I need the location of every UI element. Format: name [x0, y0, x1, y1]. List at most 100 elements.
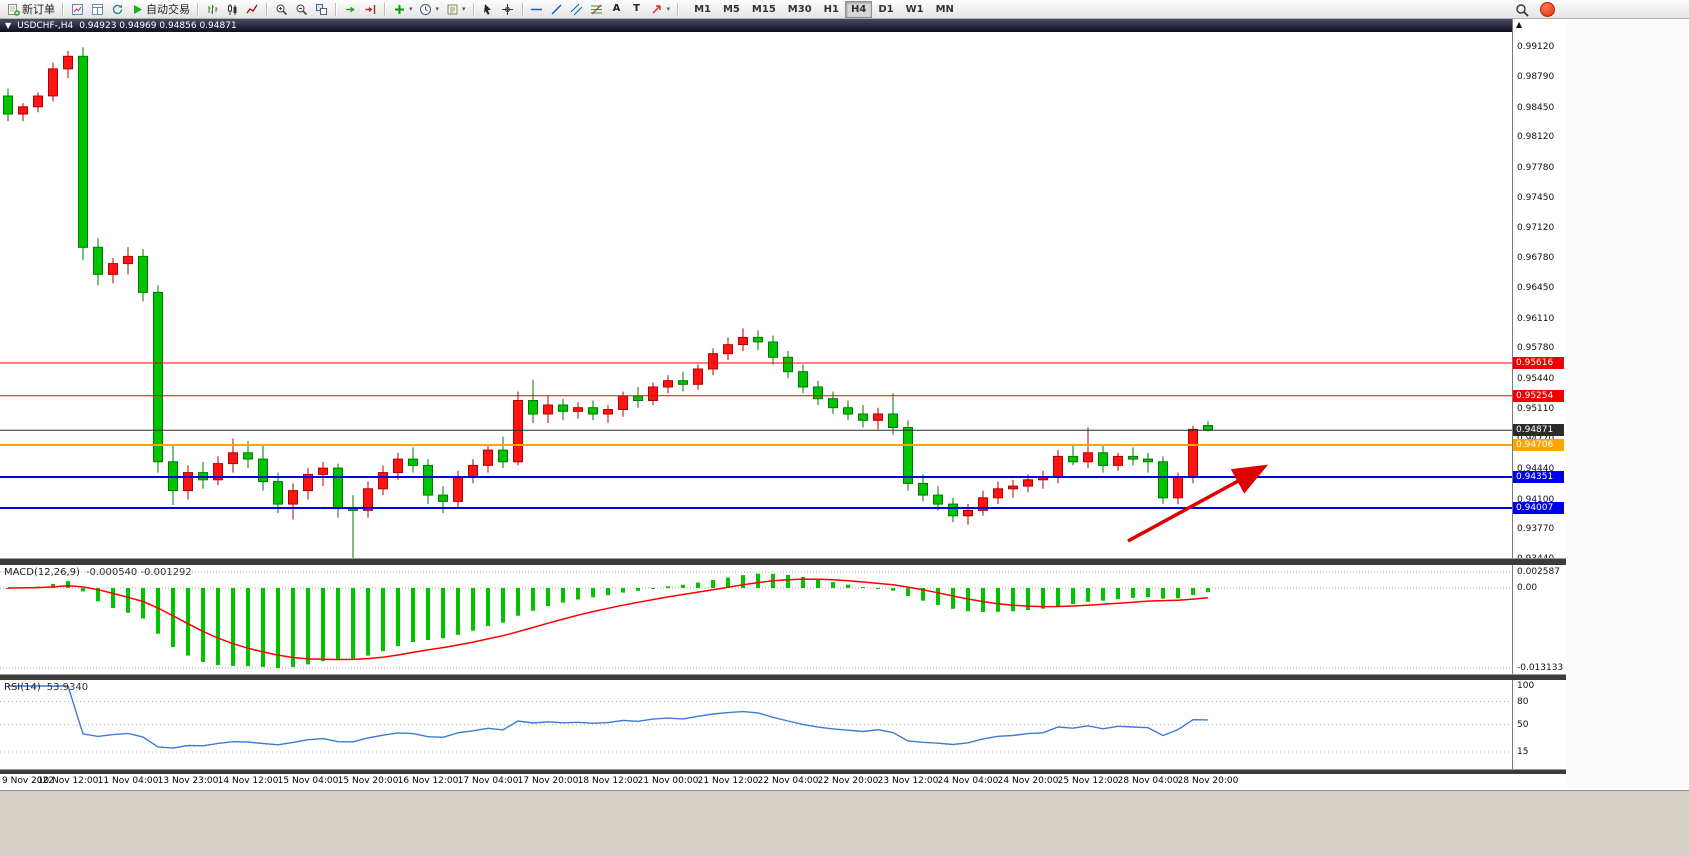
macd-histogram-bar	[66, 581, 70, 588]
panel-separator-1[interactable]	[0, 558, 1566, 565]
macd-histogram-bar	[636, 588, 640, 591]
data-window-button[interactable]	[87, 1, 107, 18]
text-label-button[interactable]: T	[627, 1, 647, 18]
candle-body	[873, 413, 883, 421]
timeframe-button-W1[interactable]: W1	[900, 1, 930, 18]
time-axis[interactable]: 9 Nov 2022 10 Nov 12:00 11 Nov 04:00 13 Nov…	[0, 773, 1566, 790]
macd-histogram-bar	[1146, 588, 1150, 597]
time-axis-label: 15 Nov 04:00	[277, 776, 339, 786]
candle-body	[48, 68, 58, 97]
equidistant-channel-button[interactable]	[567, 1, 587, 18]
autotrading-button[interactable]: 自动交易	[127, 1, 193, 18]
price-axis-label: 0.96780	[1517, 253, 1555, 263]
line-chart-button[interactable]	[242, 1, 262, 18]
chevron-down-icon: ▾	[462, 5, 466, 13]
rsi-label: RSI(14) 53.9340	[4, 682, 89, 693]
macd-histogram-bar	[336, 588, 340, 661]
macd-histogram-bar	[81, 588, 85, 592]
refresh-button[interactable]	[107, 1, 127, 18]
timeframe-button-M1[interactable]: M1	[688, 1, 717, 18]
candle-body	[693, 368, 703, 385]
candle-body	[1098, 452, 1108, 466]
macd-histogram-bar	[546, 588, 550, 607]
cursor-button[interactable]	[478, 1, 498, 18]
trend-arrow-annotation[interactable]	[1127, 464, 1269, 543]
chart-menu-caret-icon[interactable]: ▼	[5, 21, 12, 30]
chart-title-ohlc: 0.94923 0.94969 0.94856 0.94871	[79, 20, 237, 31]
candle-body	[423, 464, 433, 496]
candlestick-chart-icon	[225, 2, 239, 16]
new-order-button[interactable]: 新订单	[3, 1, 58, 18]
macd-histogram-bar	[576, 588, 580, 600]
text-label-icon: T	[633, 3, 640, 14]
timeframe-button-M30[interactable]: M30	[782, 1, 818, 18]
macd-label: MACD(12,26,9) -0.000540 -0.001292	[4, 567, 192, 578]
zoom-in-button[interactable]	[271, 1, 291, 18]
timeframe-button-MN[interactable]: MN	[930, 1, 960, 18]
candlestick-chart-button[interactable]	[222, 1, 242, 18]
chart-title-bar: ▼ USDCHF-,H4 0.94923 0.94969 0.94856 0.9…	[0, 19, 1512, 32]
tile-windows-button[interactable]	[311, 1, 331, 18]
arrows-button[interactable]: ▾	[647, 1, 674, 18]
time-axis-label: 17 Nov 04:00	[457, 776, 519, 786]
timeframe-button-H1[interactable]: H1	[818, 1, 845, 18]
macd-histogram-bar	[111, 588, 115, 609]
price-axis-label: 0.94100	[1517, 495, 1555, 505]
time-axis-label: 21 Nov 12:00	[697, 776, 759, 786]
macd-histogram-bar	[816, 579, 820, 588]
horizontal-line-button[interactable]	[527, 1, 547, 18]
macd-histogram-bar	[231, 588, 235, 666]
zoom-out-button[interactable]	[291, 1, 311, 18]
panel-separator-3[interactable]	[0, 769, 1566, 774]
indicators-button[interactable]: ▾	[389, 1, 416, 18]
macd-histogram-bar	[996, 588, 1000, 612]
candle-body	[183, 472, 193, 492]
axis-scroll-icon[interactable]: ▲	[1516, 20, 1523, 29]
rsi-line	[8, 685, 1209, 749]
price-axis[interactable]	[1512, 19, 1567, 790]
search-button[interactable]	[1512, 1, 1532, 18]
macd-histogram-bar	[96, 588, 100, 602]
time-axis-label: 18 Nov 12:00	[577, 776, 639, 786]
chevron-down-icon: ▾	[666, 5, 671, 13]
macd-histogram-bar	[711, 580, 715, 588]
candle-body	[108, 263, 118, 275]
new-order-icon	[6, 2, 20, 16]
auto-scroll-button[interactable]	[340, 1, 360, 18]
market-watch-button[interactable]	[67, 1, 87, 18]
rsi-panel[interactable]	[0, 679, 1512, 769]
timeframe-button-H4[interactable]: H4	[844, 0, 873, 18]
price-axis-label: 0.96110	[1517, 314, 1555, 324]
candle-body	[753, 336, 763, 343]
macd-axis-label: -0.013133	[1517, 663, 1564, 673]
price-chart[interactable]	[0, 32, 1512, 560]
periods-button[interactable]: ▾	[416, 1, 443, 18]
crosshair-button[interactable]	[498, 1, 518, 18]
panel-separator-2[interactable]	[0, 674, 1566, 680]
fibonacci-button[interactable]	[587, 1, 607, 18]
candle-body	[558, 404, 568, 412]
text-icon: A	[612, 3, 621, 14]
auto-scroll-icon	[343, 2, 357, 16]
rsi-value: 53.9340	[46, 682, 89, 693]
text-button[interactable]: A	[607, 1, 627, 18]
notification-icon[interactable]	[1540, 2, 1555, 17]
timeframe-button-M5[interactable]: M5	[717, 1, 746, 18]
candle-body	[648, 386, 658, 401]
trendline-button[interactable]	[547, 1, 567, 18]
macd-panel[interactable]	[0, 564, 1512, 674]
timeframe-button-M15[interactable]: M15	[746, 1, 782, 18]
templates-button[interactable]: ▾	[442, 1, 469, 18]
price-tag-0.94871: 0.94871	[1513, 424, 1564, 436]
toolbar-separator	[472, 2, 474, 16]
line-chart-icon	[245, 2, 259, 16]
autotrading-icon	[130, 2, 144, 16]
price-axis-label: 0.98120	[1517, 132, 1555, 142]
timeframe-button-D1[interactable]: D1	[872, 1, 899, 18]
candle-body	[1023, 479, 1033, 487]
macd-histogram-bar	[1131, 588, 1135, 598]
macd-histogram-bar	[906, 588, 910, 596]
bar-chart-button[interactable]	[202, 1, 222, 18]
candle-body	[1173, 476, 1183, 499]
chart-shift-button[interactable]	[360, 1, 380, 18]
